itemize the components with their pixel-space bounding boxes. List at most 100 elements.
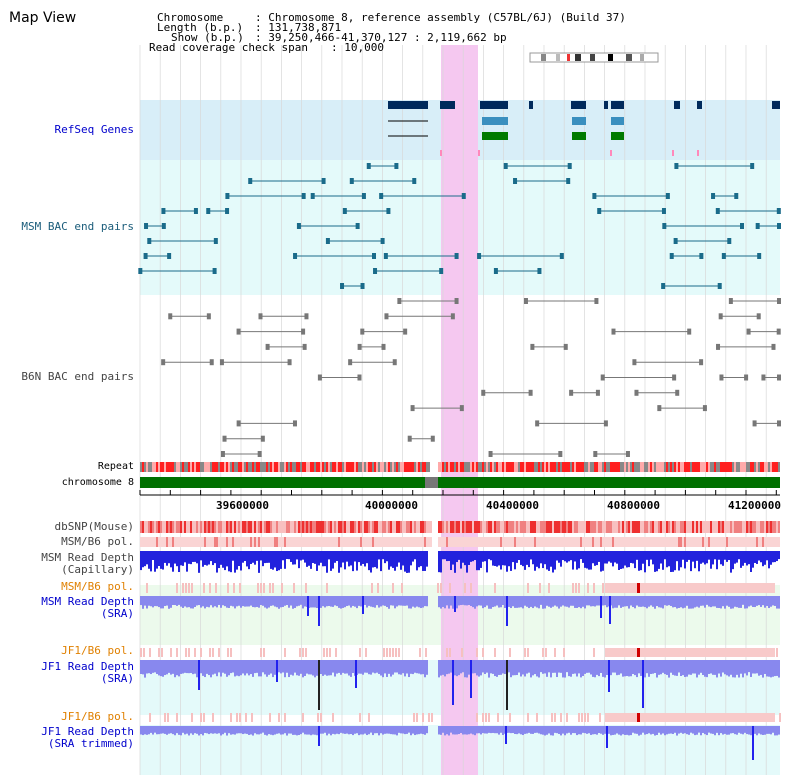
depth-bar — [664, 726, 666, 736]
track-label-jf1-depth-trim-1[interactable]: JF1 Read Depth — [41, 725, 134, 738]
pol-density — [180, 537, 182, 547]
snp-density — [376, 521, 378, 533]
pol-mark — [215, 583, 217, 593]
depth-bar — [680, 551, 682, 568]
pol-density — [234, 537, 236, 547]
depth-bar — [440, 660, 442, 676]
repeat-block — [672, 462, 674, 472]
depth-bar — [214, 726, 216, 734]
repeat-block — [262, 462, 264, 472]
track-label-dbsnp[interactable]: dbSNP(Mouse) — [54, 520, 134, 533]
bac-end — [672, 374, 677, 381]
snp-density — [734, 521, 736, 533]
track-label-msm-depth-cap-1[interactable]: MSM Read Depth — [41, 551, 134, 564]
depth-bar — [482, 726, 484, 734]
track-label-msm-b6-pol-1[interactable]: MSM/B6 pol. — [61, 535, 134, 548]
repeat-block — [590, 462, 592, 472]
depth-bar — [200, 660, 202, 674]
depth-bar — [280, 551, 282, 569]
depth-bar — [382, 551, 384, 560]
depth-bar — [244, 660, 246, 676]
snp-density — [170, 521, 172, 533]
snp-density — [226, 521, 228, 533]
pol-density — [570, 537, 572, 547]
depth-bar — [314, 596, 316, 608]
pol-density — [352, 537, 354, 547]
depth-bar — [266, 596, 268, 609]
track-label-msm-b6-pol-2[interactable]: MSM/B6 pol. — [61, 580, 134, 593]
track-label-msm-depth-sra-1[interactable]: MSM Read Depth — [41, 595, 134, 608]
track-label-jf1-b6-pol-2[interactable]: JF1/B6 pol. — [61, 710, 134, 723]
snp-density — [648, 521, 650, 533]
depth-bar — [526, 596, 528, 607]
snp-density — [244, 521, 246, 533]
snp-density — [270, 521, 272, 533]
pol-density — [224, 537, 226, 547]
depth-bar — [196, 596, 198, 606]
pol-mark — [161, 648, 163, 657]
snp-density — [592, 521, 594, 533]
snp-density — [346, 521, 348, 533]
depth-bar — [156, 596, 158, 607]
depth-bar — [544, 596, 546, 609]
snp-density — [238, 521, 240, 533]
depth-bar — [562, 551, 564, 561]
depth-bar — [440, 596, 442, 609]
pol-density — [566, 537, 568, 547]
depth-bar — [606, 596, 608, 608]
depth-bar — [410, 551, 412, 566]
track-label-jf1-b6-pol-1[interactable]: JF1/B6 pol. — [61, 644, 134, 657]
depth-bar — [348, 660, 350, 676]
pol-density — [562, 537, 564, 547]
track-label-b6n-bac[interactable]: B6N BAC end pairs — [21, 370, 134, 383]
ideogram-band — [541, 54, 546, 61]
depth-bar — [774, 726, 776, 736]
pol-mark — [269, 583, 271, 593]
repeat-block — [580, 462, 582, 472]
depth-bar — [414, 551, 416, 560]
depth-bar — [146, 551, 148, 565]
depth-bar — [682, 660, 684, 676]
pol-density — [288, 537, 290, 547]
pol-mark — [212, 713, 214, 722]
repeat-block — [772, 462, 774, 472]
depth-bar — [398, 726, 400, 733]
pol-mark — [524, 648, 526, 657]
depth-bar — [426, 726, 428, 734]
snp-density — [300, 521, 302, 533]
depth-bar — [502, 551, 504, 566]
depth-bar — [532, 726, 534, 734]
snp-density — [532, 521, 534, 533]
depth-bar — [234, 596, 236, 609]
track-label-jf1-depth-sra-1[interactable]: JF1 Read Depth — [41, 660, 134, 673]
bac-end — [454, 298, 459, 304]
snp-density — [556, 521, 558, 533]
depth-bar — [390, 551, 392, 567]
snp-density — [502, 521, 504, 533]
pol-density — [500, 537, 502, 547]
depth-bar — [402, 660, 404, 674]
pol-mark — [449, 648, 451, 657]
depth-bar — [164, 660, 166, 676]
snp-density — [680, 521, 682, 533]
snp-density — [548, 521, 550, 533]
repeat-block — [404, 462, 406, 472]
depth-bar — [338, 660, 340, 673]
bac-end — [727, 238, 732, 244]
depth-bar — [760, 596, 762, 607]
depth-bar — [304, 551, 306, 563]
depth-bar — [678, 726, 680, 734]
track-label-msm-bac[interactable]: MSM BAC end pairs — [21, 220, 134, 233]
depth-bar — [466, 551, 468, 573]
repeat-block — [368, 462, 370, 472]
depth-bar — [494, 551, 496, 566]
track-label-refseq[interactable]: RefSeq Genes — [54, 123, 134, 136]
pol-mark — [419, 648, 421, 657]
pol-density — [768, 537, 770, 547]
bac-end — [669, 253, 674, 259]
depth-bar — [414, 596, 416, 608]
bac-end — [293, 253, 298, 259]
repeat-block — [398, 462, 400, 472]
